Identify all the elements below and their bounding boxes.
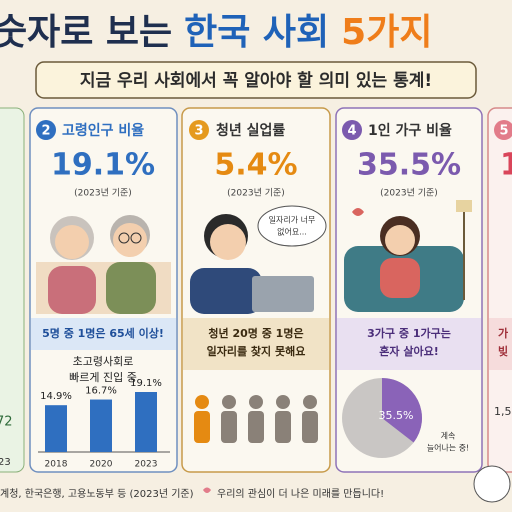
pie-label: 35.5% — [379, 409, 414, 422]
caption-band — [337, 318, 481, 370]
card-value: 35.5% — [357, 148, 461, 183]
bar — [90, 399, 112, 452]
speech-bubble-text: 일자리가 너무 — [269, 215, 316, 225]
heart-icon — [203, 487, 211, 493]
number-badge — [189, 120, 209, 140]
footer-source: 계청, 한국은행, 고용노동부 등 (2023년 기준) — [0, 488, 194, 500]
subtitle-banner — [35, 61, 477, 99]
speech-bubble-text: 없어요... — [277, 227, 307, 237]
card-number: 3 — [194, 124, 203, 139]
caption-band — [183, 318, 329, 370]
caption-band — [31, 318, 176, 350]
card — [0, 107, 25, 473]
title-part: 숫자로 보는 — [0, 12, 172, 53]
card — [487, 107, 512, 473]
pie-slice — [382, 378, 423, 443]
card-value: 19.1% — [51, 148, 155, 183]
subtitle: 지금 우리 사회에서 꼭 알아야 할 의미 있는 통계! — [80, 71, 432, 91]
card-note: 계속 — [441, 431, 456, 441]
bar — [135, 392, 157, 452]
bar — [45, 405, 67, 452]
card-caption: 혼자 살아요! — [379, 344, 438, 358]
mascot — [473, 465, 511, 503]
bar-label: 19.1% — [130, 378, 162, 389]
people-icons — [194, 395, 318, 443]
bar-label: 14.9% — [40, 391, 72, 402]
partial-text: 빚 — [498, 344, 508, 358]
pie-chart: 35.5% — [342, 378, 423, 458]
x-tick-label: 2020 — [90, 460, 113, 470]
x-tick-label: 2018 — [45, 460, 68, 470]
number-badge — [494, 120, 512, 140]
card-basis: (2023년 기준) — [380, 188, 438, 199]
number-badge — [36, 120, 56, 140]
card-number: 5 — [499, 124, 508, 139]
card-note: 빠르게 진입 중 — [69, 371, 137, 384]
card-caption: 3가구 중 1가구는 — [367, 326, 451, 340]
caption-band — [489, 318, 512, 370]
card-title: 청년 실업률 — [216, 122, 285, 139]
title: 숫자로 보는 한국 사회 5가지 — [0, 12, 432, 53]
youth-illustration — [190, 205, 327, 314]
partial-text: 가 — [498, 326, 508, 340]
bar-chart: 14.9% 2018 16.7% 2020 19.1% 2023 — [38, 378, 170, 470]
card-number: 4 — [347, 124, 356, 139]
partial-text: 1 — [500, 148, 512, 183]
card-caption: 청년 20명 중 1명은 — [208, 326, 303, 340]
card-caption: 일자리를 찾지 못해요 — [207, 344, 306, 358]
card-caption: 5명 중 1명은 65세 이상! — [42, 326, 164, 340]
card-value: 5.4% — [214, 148, 297, 183]
title-part: 5가지 — [341, 12, 432, 53]
partial-text: 1,51 — [494, 405, 512, 418]
card-basis: (2023년 기준) — [74, 188, 132, 199]
bar-label: 16.7% — [85, 386, 117, 397]
partial-text: 23 — [0, 457, 11, 468]
card-note: 늘어나는 중! — [427, 443, 470, 453]
card-title: 1인 가구 비율 — [368, 122, 452, 139]
title-part: 한국 사회 — [184, 12, 329, 53]
card-number: 2 — [41, 124, 50, 139]
card-note: 초고령사회로 — [73, 355, 134, 368]
number-badge — [342, 120, 362, 140]
single-household-illustration — [344, 200, 472, 312]
card-basis: (2023년 기준) — [227, 188, 285, 199]
elderly-illustration — [36, 215, 171, 314]
card-title: 고령인구 비율 — [62, 122, 144, 139]
partial-text: 72 — [0, 415, 13, 430]
footer-message: 우리의 관심이 더 나은 미래를 만듭니다! — [217, 488, 384, 500]
x-tick-label: 2023 — [135, 460, 158, 470]
